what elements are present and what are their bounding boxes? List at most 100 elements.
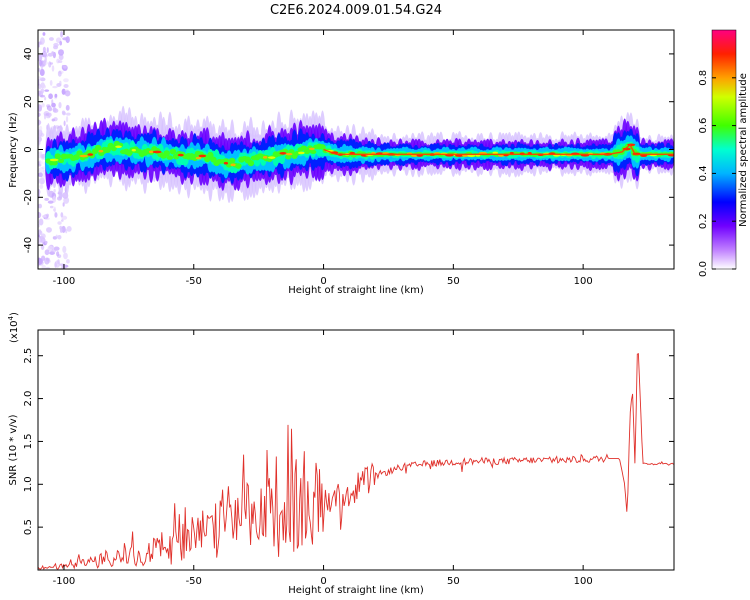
- heatmap-band-cell: [169, 148, 177, 155]
- heatmap-noise-cell: [66, 225, 72, 232]
- heatmap-x-tick-label: -50: [186, 276, 202, 287]
- heatmap-y-tick-label: -40: [23, 237, 34, 253]
- snr-y-multiplier: (x104): [7, 312, 20, 343]
- heatmap-noise-cell: [46, 213, 49, 218]
- heatmap-noise-cell: [38, 172, 43, 178]
- heatmap-band-cell: [222, 158, 230, 163]
- heatmap-peak-cell: [115, 145, 122, 149]
- heatmap-noise-cell: [60, 31, 64, 38]
- heatmap-noise-cell: [57, 234, 62, 240]
- heatmap-noise-cell: [60, 212, 64, 218]
- heatmap-band-cell: [163, 150, 170, 157]
- heatmap-y-tick-label: 0: [23, 146, 34, 152]
- heatmap-noise-cell: [39, 184, 44, 190]
- heatmap-x-tick-label: -100: [53, 276, 76, 287]
- heatmap-noise-cell: [41, 39, 44, 45]
- heatmap-noise-cell: [66, 259, 70, 264]
- snr-x-tick-label: 0: [320, 576, 326, 587]
- heatmap-band-cell: [247, 159, 255, 167]
- heatmap-noise-cell: [44, 240, 48, 244]
- heatmap-peak-cell: [177, 153, 184, 157]
- heatmap-band-cell: [95, 144, 102, 151]
- heatmap-noise-cell: [38, 130, 42, 136]
- heatmap-noise-cell: [38, 160, 44, 165]
- heatmap-noise-cell: [42, 214, 48, 218]
- heatmap-noise-cell: [60, 219, 64, 222]
- heatmap-noise-cell: [57, 221, 62, 225]
- heatmap-noise-cell: [38, 230, 43, 236]
- heatmap-x-axis-label: Height of straight line (km): [288, 285, 424, 296]
- heatmap-noise-cell: [49, 205, 54, 209]
- heatmap-noise-cell: [38, 203, 43, 209]
- heatmap-noise-cell: [40, 244, 45, 250]
- snr-x-tick-label: 100: [574, 576, 593, 587]
- snr-multiplier-exp: 4: [7, 315, 15, 320]
- heatmap-noise-cell: [64, 90, 71, 97]
- heatmap-noise-cell: [45, 266, 51, 269]
- heatmap-noise-cell: [38, 167, 45, 174]
- heatmap-noise-cell: [38, 236, 41, 244]
- heatmap-noise-cell: [65, 112, 71, 116]
- heatmap-band-cell: [57, 158, 65, 164]
- heatmap-noise-cell: [53, 208, 56, 212]
- heatmap-noise-cell: [40, 233, 46, 239]
- heatmap-noise-cell: [44, 89, 50, 92]
- heatmap-y-ticks: -40 -20 0 20 40: [23, 48, 674, 253]
- colorbar-tick-label: 0.0: [698, 261, 709, 277]
- heatmap-ridge-core: [323, 143, 674, 155]
- snr-x-tick-label: -50: [186, 576, 202, 587]
- heatmap-noise-cell: [38, 120, 42, 125]
- heatmap-noise-cell: [53, 188, 56, 193]
- heatmap-band-cell: [166, 155, 174, 160]
- heatmap-noise-cell: [62, 111, 66, 116]
- snr-x-ticks: -100 -50 0 50 100: [53, 330, 593, 587]
- heatmap-noise-cell: [63, 78, 69, 83]
- heatmap-peak-cell: [467, 154, 476, 157]
- snr-y-tick-label: 0.5: [23, 519, 34, 535]
- heatmap-peak-cell: [492, 151, 499, 155]
- heatmap-noise-cell: [62, 65, 67, 69]
- heatmap-noise-cell: [52, 85, 58, 89]
- heatmap-band-cell: [191, 154, 198, 162]
- heatmap-noise-cell: [38, 211, 42, 219]
- heatmap-peak-cell: [297, 151, 305, 155]
- heatmap-peak-cell: [87, 153, 94, 156]
- heatmap-marks: [38, 31, 674, 269]
- heatmap-noise-cell: [48, 61, 52, 68]
- heatmap-noise-cell: [44, 217, 50, 220]
- colorbar-tick-label: 0.6: [698, 118, 709, 134]
- heatmap-noise-cell: [43, 111, 50, 117]
- snr-x-axis-label: Height of straight line (km): [288, 585, 424, 596]
- heatmap-noise-cell: [46, 47, 49, 54]
- heatmap-noise-cell: [41, 264, 46, 269]
- heatmap-noise-cell: [42, 84, 46, 89]
- heatmap-noise-cell: [38, 105, 41, 113]
- figure-title: C2E6.2024.009.01.54.G24: [270, 3, 442, 18]
- heatmap-y-tick-label: 40: [23, 48, 34, 61]
- heatmap-noise-cell: [42, 32, 46, 36]
- heatmap-noise-cell: [51, 102, 56, 108]
- heatmap-y-tick-label: 20: [23, 95, 34, 108]
- heatmap-noise-cell: [47, 106, 53, 112]
- heatmap-x-tick-label: 0: [320, 276, 326, 287]
- snr-y-tick-label: 2.5: [23, 348, 34, 364]
- heatmap-peak-cell: [148, 150, 154, 154]
- heatmap-noise-cell: [57, 70, 62, 77]
- heatmap-noise-cell: [39, 68, 45, 77]
- heatmap-noise-cell: [58, 101, 62, 109]
- heatmap-noise-cell: [63, 84, 69, 89]
- heatmap-noise-cell: [44, 197, 49, 201]
- heatmap-noise-cell: [38, 178, 42, 184]
- heatmap-peak-cell: [152, 150, 162, 154]
- heatmap-noise-cell: [38, 257, 42, 265]
- heatmap-noise-cell: [38, 140, 41, 145]
- heatmap-noise-cell: [52, 195, 57, 203]
- heatmap-noise-cell: [38, 112, 41, 117]
- colorbar-tick-label: 0.2: [698, 213, 709, 229]
- heatmap-noise-cell: [40, 153, 46, 159]
- snr-x-tick-label: 50: [447, 576, 460, 587]
- heatmap-noise-cell: [58, 54, 64, 61]
- heatmap-noise-cell: [48, 37, 54, 41]
- heatmap-noise-cell: [57, 254, 62, 258]
